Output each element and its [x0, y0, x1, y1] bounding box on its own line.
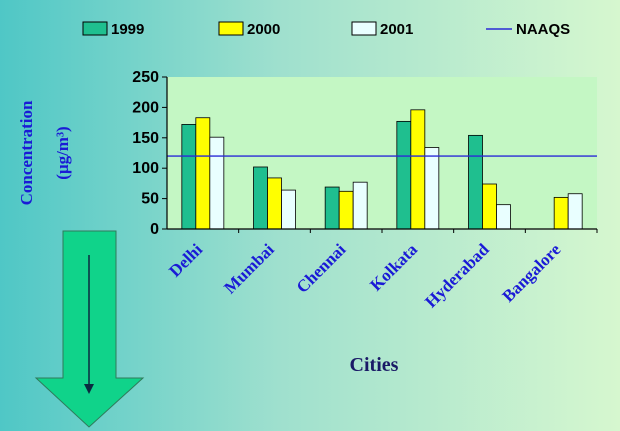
- y-tick-label: 0: [150, 221, 159, 238]
- bar-2001-mumbai: [281, 189, 296, 230]
- x-category-label-kolkata: Kolkata: [366, 240, 421, 295]
- y-tick-label: 150: [132, 130, 159, 147]
- legend-label-naaqs: NAAQS: [516, 21, 570, 38]
- legend-swatch-2001: [351, 21, 377, 36]
- y-tick-label: 250: [132, 69, 159, 86]
- y-axis-title: Concentration (μg/m³): [17, 100, 72, 205]
- bar-2000-chennai: [338, 190, 354, 230]
- y-tick-label: 100: [132, 160, 159, 177]
- bar-2000-bangalore: [553, 196, 569, 230]
- legend-label-2000: 2000: [247, 21, 280, 38]
- bar-2000-hyderabad: [482, 183, 497, 230]
- bar-group: [181, 109, 583, 230]
- legend-label-1999: 1999: [111, 21, 144, 38]
- x-axis-title: Cities: [350, 354, 399, 376]
- y-axis-title-line2: (μg/m³): [53, 126, 72, 179]
- x-category-label-bangalore: Bangalore: [498, 240, 564, 306]
- legend-swatch-1999: [82, 21, 108, 36]
- legend-label-2001: 2001: [380, 21, 413, 38]
- bar-1999-mumbai: [253, 166, 268, 230]
- y-tick-label: 200: [132, 99, 159, 116]
- bar-2000-delhi: [195, 117, 211, 230]
- y-axis-ticks: 0 50 100 150 200 250: [132, 69, 167, 238]
- bar-1999-kolkata: [396, 120, 412, 230]
- x-category-label-chennai: Chennai: [293, 240, 350, 297]
- bar-2000-kolkata: [410, 109, 426, 230]
- down-arrow-icon: [34, 230, 145, 428]
- bar-1999-chennai: [324, 186, 340, 230]
- bar-2001-delhi: [209, 136, 225, 230]
- bar-1999-delhi: [181, 124, 197, 230]
- plot-area: [167, 77, 597, 229]
- bar-2001-chennai: [352, 181, 368, 230]
- bar-2001-bangalore: [567, 193, 583, 230]
- x-category-label-hyderabad: Hyderabad: [421, 239, 493, 311]
- x-category-label-delhi: Delhi: [165, 240, 206, 281]
- bar-2000-mumbai: [267, 177, 282, 230]
- y-axis-title-line1: Concentration: [17, 100, 36, 205]
- y-tick-label: 50: [141, 191, 159, 208]
- bar-2001-kolkata: [424, 147, 440, 230]
- legend-swatch-2000: [218, 21, 244, 36]
- x-axis-categories: Delhi Mumbai Chennai Kolkata Hyderabad Bangal…: [165, 229, 598, 311]
- bar-2001-hyderabad: [496, 204, 511, 230]
- x-category-label-mumbai: Mumbai: [220, 240, 278, 298]
- bar-1999-hyderabad: [468, 134, 483, 230]
- legend: 1999 2000 2001 NAAQS: [82, 21, 570, 38]
